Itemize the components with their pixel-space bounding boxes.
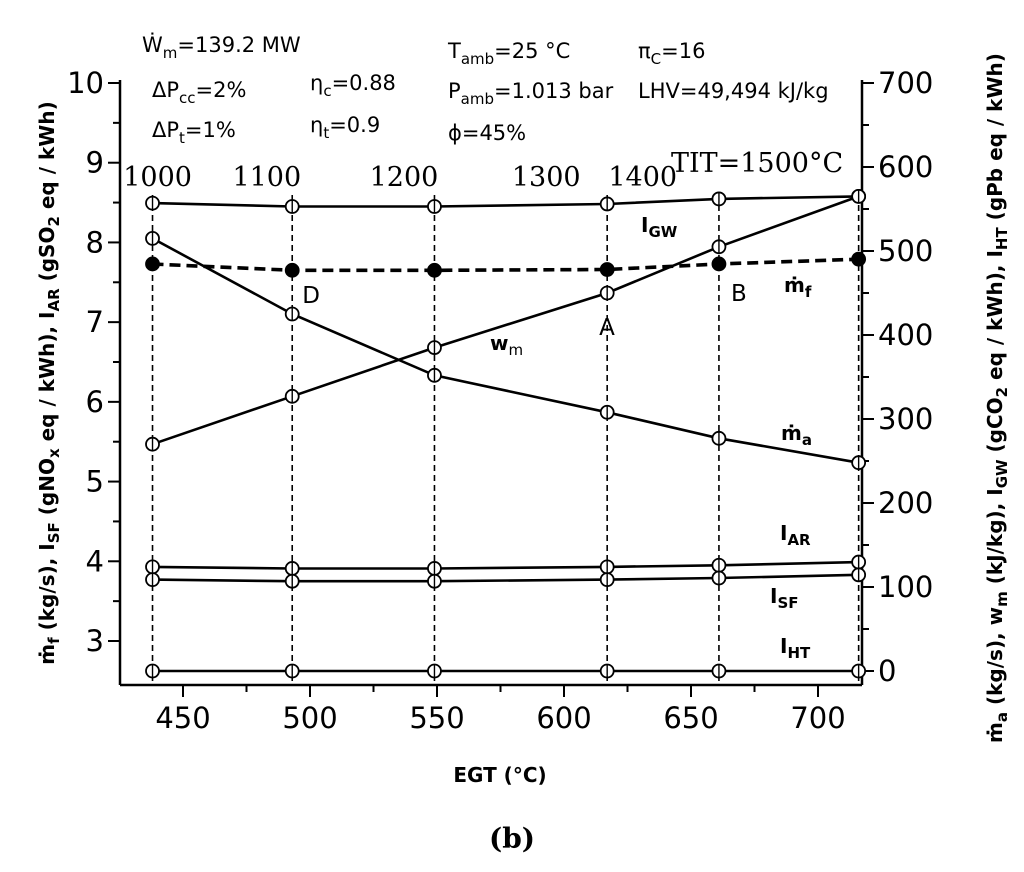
right-axis-title: ṁa (kg/s), wm (kJ/kg), IGW (gCO2 eq / kW… [983,53,1011,743]
series-markers [145,188,867,679]
x-tick-label: 450 [155,701,210,735]
label-isf: ISF [770,584,799,612]
y-right-tick-label: 200 [878,486,933,520]
x-tick-label: 650 [663,701,718,735]
panel-label: (b) [489,822,535,855]
left-axis-title: ṁf (kg/s), ISF (gNOx eq / kWh), IAR (gSO… [35,101,63,664]
label-wm-sub: m [508,341,523,359]
param-pressure-loss-cc: ΔPcc=2% [152,78,246,107]
y-left-ticks: 3 4 5 6 7 8 9 10 [67,66,120,658]
marker-ṁf [427,262,442,278]
y-right-tick-label: 100 [878,570,933,604]
param-pressure-ratio: πC=16 [638,39,705,68]
tit-label: 1300 [512,162,581,193]
param-power: Ẇm=139.2 MW [142,32,301,62]
x-tick-label: 550 [409,701,464,735]
tit-label: 1400 [608,162,677,193]
y-right-tick-label: 700 [878,66,933,100]
label-igw-sub: GW [648,223,677,241]
param-pamb: Pamb=1.013 bar [448,79,614,108]
label-ma: ṁa [781,421,812,449]
point-labels: D A B [302,281,747,341]
series-line-ISF [152,573,859,583]
tit-label: 1100 [232,162,301,193]
y-right-tick-label: 300 [878,402,933,436]
y-left-tick-label: 9 [86,146,104,180]
tit-label: 1000 [123,162,192,193]
y-right-tick-label: 0 [878,654,896,688]
x-axis-title: EGT (°C) [453,763,546,787]
y-right-tick-label: 500 [878,234,933,268]
label-isf-sub: SF [777,594,798,612]
marker-ṁf [599,262,615,277]
x-tick-label: 500 [282,701,337,735]
marker-ṁf [145,256,160,272]
label-iar: IAR [780,521,811,549]
param-pressure-loss-t: ΔPt=1% [152,118,236,147]
axes [118,80,864,687]
design-point-label: D [302,283,320,309]
param-eta-t: ηt=0.9 [310,113,380,142]
label-wm: wm [490,331,523,359]
y-left-tick-label: 8 [86,225,104,259]
label-ma-sub: a [802,431,812,449]
series-line-ṁa [151,237,859,464]
y-left-tick-label: 6 [86,385,104,419]
design-point-label: A [599,315,615,341]
x-tick-label: 700 [790,701,845,735]
label-iht: IHT [780,634,811,662]
label-mf: ṁf [784,273,812,301]
label-mf-sub: f [805,283,812,301]
label-igw: IGW [641,213,678,241]
parameter-block: Ẇm=139.2 MW ΔPcc=2% ΔPt=1% ηc=0.88 ηt=0.… [142,32,829,147]
series-line-IAR [152,560,859,570]
series-lines [151,195,860,673]
right-axis-title-text: ṁa (kg/s), wm (kJ/kg), IGW (gCO2 eq / kW… [983,53,1011,743]
y-right-ticks: 0 100 200 300 400 500 600 700 [862,66,933,688]
label-iht-sub: HT [787,644,811,662]
y-left-tick-label: 5 [86,465,104,499]
y-left-tick-label: 3 [86,624,104,658]
x-ticks: 450 500 550 600 650 700 [155,685,846,735]
tit-label: TIT=1500°C [671,148,843,179]
marker-ṁf [851,251,867,267]
y-right-tick-label: 600 [878,150,933,184]
marker-ṁf [284,262,300,278]
param-lhv: LHV=49,494 kJ/kg [638,79,829,103]
series-labels: IGW ṁf wm ṁa IAR ISF IHT [490,213,812,662]
series-line-ṁf [152,257,859,273]
marker-ṁf [711,256,727,272]
y-left-tick-label: 4 [86,544,104,578]
label-iar-sub: AR [787,531,811,549]
y-right-tick-label: 400 [878,318,933,352]
y-left-tick-label: 7 [86,305,104,339]
series-line-wm [152,195,860,446]
left-axis-title-text: ṁf (kg/s), ISF (gNOx eq / kWh), IAR (gSO… [35,101,63,664]
param-tamb: Tamb=25 °C [447,39,570,68]
param-phi: ϕ=45% [448,121,526,145]
design-point-label: B [731,281,747,307]
param-eta-c: ηc=0.88 [310,71,396,100]
x-tick-label: 600 [536,701,591,735]
tit-label: 1200 [370,162,439,193]
y-left-tick-label: 10 [67,66,104,100]
series-line-IGW [152,195,859,208]
